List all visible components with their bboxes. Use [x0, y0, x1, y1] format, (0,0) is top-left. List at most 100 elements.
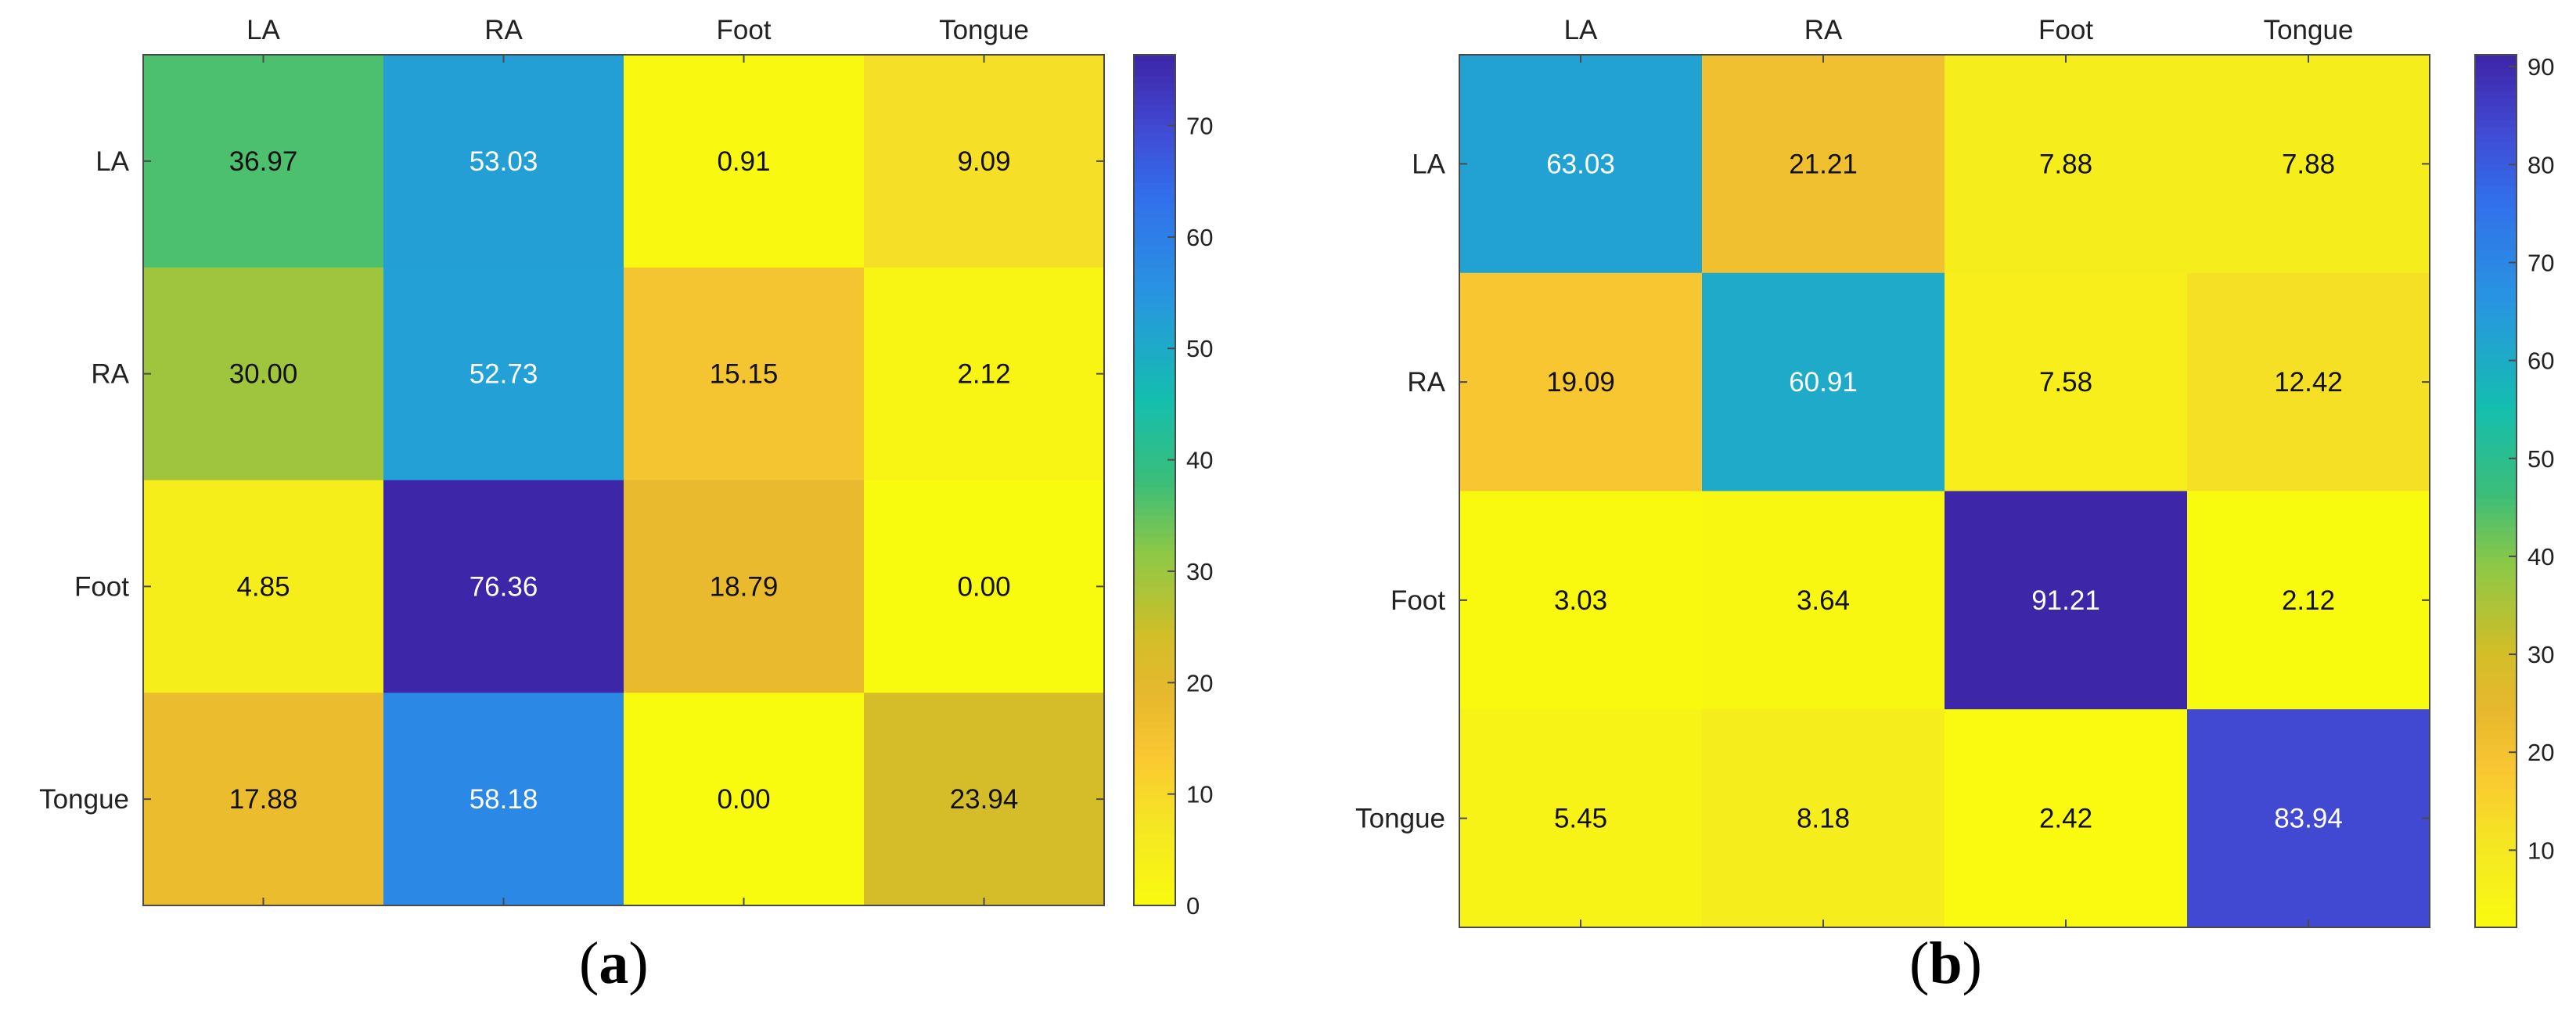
- colorbar-segment: [2475, 331, 2517, 340]
- colorbar-segment: [2475, 345, 2517, 354]
- cell-value-label: 9.09: [957, 146, 1010, 177]
- cell-value-label: 30.00: [229, 359, 298, 390]
- colorbar-segment: [2475, 753, 2517, 761]
- colorbar-segment: [1134, 189, 1175, 197]
- colorbar-segment: [1134, 274, 1175, 283]
- colorbar-tick-label: 10: [1186, 781, 1213, 808]
- colorbar-segment: [2475, 506, 2517, 514]
- colorbar-tick-label: 10: [2527, 837, 2554, 864]
- cell-value-label: 91.21: [2031, 585, 2100, 616]
- colorbar-segment: [2475, 621, 2517, 630]
- colorbar-segment: [2475, 563, 2517, 572]
- colorbar-segment: [2475, 491, 2517, 499]
- heatmap-cell: [1702, 709, 1945, 928]
- colorbar-segment: [2475, 745, 2517, 754]
- heatmap-cell: [143, 480, 384, 693]
- colorbar-segment: [2475, 549, 2517, 557]
- cell-value-label: 17.88: [229, 784, 298, 815]
- colorbar-segment: [2475, 527, 2517, 536]
- heatmap-cell: [1945, 272, 2188, 492]
- colorbar-segment: [1134, 777, 1175, 786]
- colorbar-segment: [2475, 513, 2517, 521]
- colorbar-segment: [2475, 520, 2517, 528]
- plot-frame: [142, 54, 1105, 906]
- colorbar-segment: [2475, 221, 2517, 230]
- colorbar-segment: [1134, 452, 1175, 460]
- colorbar-segment: [1134, 373, 1175, 382]
- panel-b-heatmap: 63.03 21.21 7.88 7.88 19.09 60.91 7.58 12.42 3.0…: [1355, 15, 2554, 928]
- x-tick-label: Tongue: [939, 15, 1029, 45]
- colorbar-segment: [1134, 125, 1175, 134]
- colorbar-segment: [1134, 735, 1175, 743]
- colorbar-segment: [1134, 380, 1175, 389]
- y-tick-label: LA: [1412, 149, 1445, 179]
- heatmap-cell: [1945, 709, 2188, 928]
- colorbar-segment: [1134, 232, 1175, 240]
- heatmap-cell: [2187, 491, 2430, 710]
- colorbar-segment: [2475, 833, 2517, 841]
- colorbar-segment: [1134, 728, 1175, 736]
- colorbar-segment: [2475, 309, 2517, 318]
- colorbar-segment: [2475, 258, 2517, 267]
- colorbar-tick-label: 90: [2527, 53, 2554, 81]
- colorbar-segment: [2475, 731, 2517, 740]
- colorbar-segment: [1134, 387, 1175, 396]
- colorbar-segment: [1134, 770, 1175, 779]
- colorbar-segment: [1134, 423, 1175, 431]
- colorbar-segment: [2475, 360, 2517, 369]
- colorbar-segment: [2475, 585, 2517, 594]
- colorbar-segment: [1134, 409, 1175, 417]
- colorbar-segment: [1134, 536, 1175, 545]
- colorbar-segment: [1134, 671, 1175, 679]
- cell-value-label: 8.18: [1797, 804, 1850, 834]
- colorbar-segment: [1134, 876, 1175, 885]
- colorbar-segment: [1134, 657, 1175, 665]
- colorbar-segment: [2475, 243, 2517, 252]
- colorbar-segment: [2475, 898, 2517, 906]
- colorbar-segment: [2475, 592, 2517, 601]
- colorbar-segment: [2475, 229, 2517, 238]
- heatmap-cell: [383, 693, 624, 906]
- heatmap-cell: [1459, 491, 1703, 710]
- cell-value-label: 0.00: [957, 571, 1010, 602]
- colorbar-segment: [1134, 494, 1175, 502]
- cell-value-label: 3.03: [1554, 585, 1607, 616]
- colorbar-segment: [2475, 127, 2517, 136]
- colorbar-segment: [2475, 498, 2517, 506]
- colorbar-segment: [2475, 106, 2517, 114]
- colorbar-segment: [1134, 288, 1175, 297]
- colorbar-segment: [1134, 55, 1175, 63]
- colorbar-segment: [2475, 440, 2517, 448]
- cell-value-label: 19.09: [1546, 367, 1615, 398]
- colorbar-segment: [1134, 153, 1175, 162]
- y-tick-label: Foot: [74, 571, 129, 602]
- colorbar-segment: [2475, 767, 2517, 776]
- colorbar-segment: [1134, 607, 1175, 616]
- colorbar-segment: [1134, 572, 1175, 581]
- colorbar-frame: [1133, 54, 1176, 906]
- colorbar-tick-label: 30: [2527, 641, 2554, 668]
- colorbar-segment: [1134, 295, 1175, 304]
- colorbar-segment: [1134, 139, 1175, 148]
- colorbar-tick-label: 30: [1186, 558, 1213, 585]
- colorbar-segment: [1134, 820, 1175, 829]
- colorbar-segment: [2475, 825, 2517, 834]
- colorbar-segment: [2475, 701, 2517, 711]
- colorbar-segment: [2475, 382, 2517, 391]
- colorbar-segment: [1134, 635, 1175, 644]
- colorbar-segment: [1134, 118, 1175, 127]
- colorbar-segment: [2475, 316, 2517, 325]
- colorbar-segment: [1134, 246, 1175, 254]
- colorbar-segment: [1134, 260, 1175, 268]
- colorbar-tick-label: 50: [2527, 445, 2554, 473]
- heatmap-cell: [1702, 55, 1945, 274]
- colorbar-segment: [1134, 90, 1175, 99]
- colorbar-tick-label: 40: [2527, 543, 2554, 570]
- cell-value-label: 18.79: [710, 571, 779, 602]
- colorbar-segment: [2475, 884, 2517, 892]
- heatmap-cell: [1702, 491, 1945, 710]
- cell-value-label: 52.73: [470, 359, 538, 390]
- colorbar-segment: [2475, 178, 2517, 187]
- colorbar-segment: [1134, 324, 1175, 333]
- colorbar-segment: [1134, 529, 1175, 538]
